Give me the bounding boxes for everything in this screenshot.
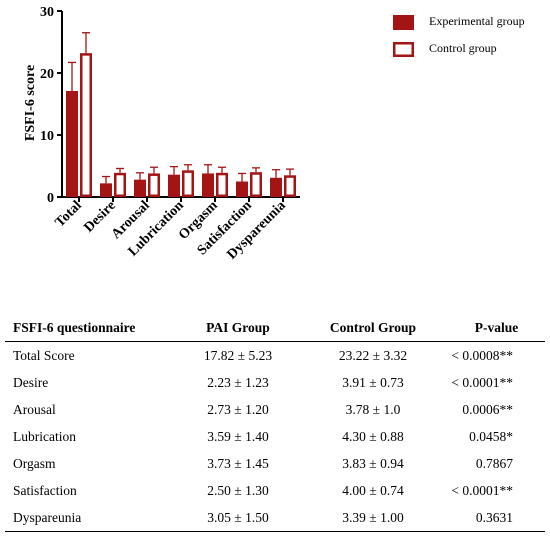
x-axis: TotalDesireArousalLubricationOrgasmSatis…: [53, 196, 300, 263]
row-label: Arousal: [13, 401, 56, 417]
control-value: 3.83 ± 0.94: [342, 455, 404, 471]
p-value: < 0.0001**: [451, 374, 513, 390]
row-label: Satisfaction: [13, 482, 77, 498]
p-value: 0.7867: [475, 455, 513, 471]
bar-experimental: [66, 90, 78, 197]
table-row: Arousal 2.73 ± 1.20 3.78 ± 1.0 0.0006**: [5, 396, 545, 423]
pai-value: 3.05 ± 1.50: [178, 504, 298, 532]
table-row: Lubrication 3.59 ± 1.40 4.30 ± 0.88 0.04…: [5, 423, 545, 450]
row-label: Dyspareunia: [5, 504, 178, 532]
bar-experimental: [100, 183, 112, 197]
bar-experimental: [202, 173, 214, 197]
y-axis: 0 10 20 30: [40, 5, 63, 206]
y-tick-label: 20: [40, 67, 54, 82]
pai-value: 2.23 ± 1.23: [207, 374, 269, 390]
bar-experimental: [236, 181, 248, 197]
table-row: Dyspareunia 3.05 ± 1.50 3.39 ± 1.00 0.36…: [5, 504, 545, 532]
pai-value: 3.73 ± 1.45: [207, 455, 269, 471]
y-tick-label: 10: [40, 129, 54, 144]
bar-control: [216, 172, 228, 198]
control-value: 3.91 ± 0.73: [342, 374, 404, 390]
row-label: Total Score: [13, 347, 75, 363]
bar-experimental: [168, 174, 180, 197]
pai-value: 3.59 ± 1.40: [207, 428, 269, 444]
pai-value: 2.73 ± 1.20: [207, 401, 269, 417]
legend-label: Experimental group: [429, 14, 525, 28]
header-questionnaire: FSFI-6 questionnaire: [5, 314, 178, 342]
fsfi-table: FSFI-6 questionnaire PAI Group Control G…: [5, 314, 545, 532]
bar-control: [182, 170, 194, 197]
bar-control: [284, 175, 296, 198]
header-p-value: P-value: [448, 314, 545, 342]
control-value: 4.00 ± 0.74: [342, 482, 404, 498]
x-tick-label: Total: [53, 198, 85, 230]
legend-swatch-control: [393, 42, 414, 57]
legend-label: Control group: [429, 41, 497, 55]
control-value: 23.22 ± 3.32: [338, 347, 408, 363]
bar-experimental: [270, 177, 282, 197]
table-row: Satisfaction 2.50 ± 1.30 4.00 ± 0.74 < 0…: [5, 477, 545, 504]
p-value: < 0.0001**: [451, 482, 513, 498]
pai-value: 2.50 ± 1.30: [207, 482, 269, 498]
p-value: 0.3631: [448, 504, 545, 532]
bar-control: [80, 53, 92, 197]
header-control-group: Control Group: [298, 314, 448, 342]
p-value: 0.0006**: [462, 401, 513, 417]
y-tick-label: 30: [40, 5, 54, 20]
table-row: Total Score 17.82 ± 5.23 23.22 ± 3.32 < …: [5, 342, 545, 370]
pai-value: 17.82 ± 5.23: [203, 347, 273, 363]
table-header-row: FSFI-6 questionnaire PAI Group Control G…: [5, 314, 545, 342]
y-axis-label: FSFI-6 score: [23, 65, 38, 141]
p-value: 0.0458*: [469, 428, 513, 444]
table-row: Orgasm 3.73 ± 1.45 3.83 ± 0.94 0.7867: [5, 450, 545, 477]
table-row: Desire 2.23 ± 1.23 3.91 ± 0.73 < 0.0001*…: [5, 369, 545, 396]
bar-chart: FSFI-6 score 0 10 20 30 TotalDesireArousalL…: [23, 5, 525, 263]
bar-control: [148, 173, 160, 198]
row-label: Desire: [13, 374, 49, 390]
control-value: 3.39 ± 1.00: [298, 504, 448, 532]
control-value: 3.78 ± 1.0: [345, 401, 401, 417]
row-label: Lubrication: [13, 428, 76, 444]
control-value: 4.30 ± 0.88: [342, 428, 404, 444]
y-tick-label: 0: [47, 191, 54, 206]
p-value: < 0.0008**: [451, 347, 513, 363]
bar-experimental: [134, 179, 146, 197]
legend-swatch-experimental: [393, 15, 414, 30]
bar-control: [114, 172, 126, 198]
bars: [66, 32, 296, 198]
legend: Experimental group Control group: [393, 14, 525, 57]
row-label: Orgasm: [13, 455, 56, 471]
header-pai-group: PAI Group: [178, 314, 298, 342]
bar-control: [250, 172, 262, 197]
